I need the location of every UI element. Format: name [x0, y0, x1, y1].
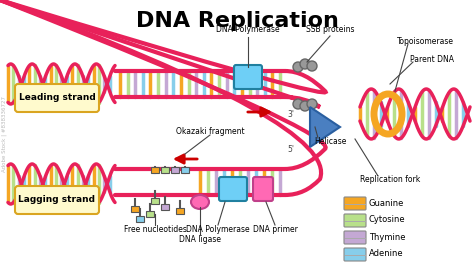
Bar: [161, 167, 169, 173]
Text: DNA Polymerase: DNA Polymerase: [186, 225, 250, 233]
FancyBboxPatch shape: [15, 84, 99, 112]
FancyBboxPatch shape: [15, 186, 99, 214]
Text: Adenine: Adenine: [369, 250, 404, 259]
Circle shape: [307, 61, 317, 71]
Bar: [151, 167, 159, 173]
Bar: [151, 198, 159, 204]
Text: Parent DNA: Parent DNA: [410, 55, 454, 63]
Text: Adobe Stock | #838336727: Adobe Stock | #838336727: [1, 96, 7, 172]
Text: Topoisomerase: Topoisomerase: [396, 37, 454, 45]
Text: DNA ligase: DNA ligase: [179, 235, 221, 243]
Text: DNA Polymerase: DNA Polymerase: [216, 24, 280, 34]
Text: Leading strand: Leading strand: [18, 94, 95, 102]
Circle shape: [293, 62, 303, 72]
Text: DNA Replication: DNA Replication: [136, 11, 338, 31]
Text: DNA primer: DNA primer: [253, 225, 298, 233]
Bar: [176, 208, 184, 214]
Circle shape: [300, 59, 310, 69]
FancyBboxPatch shape: [234, 65, 262, 89]
Bar: [171, 167, 179, 173]
FancyBboxPatch shape: [344, 231, 366, 244]
Circle shape: [293, 99, 303, 109]
Bar: [181, 167, 189, 173]
Circle shape: [300, 101, 310, 111]
Polygon shape: [310, 107, 340, 147]
Text: Replication fork: Replication fork: [360, 175, 420, 183]
Bar: [131, 206, 139, 212]
Bar: [146, 211, 154, 217]
Text: Cytosine: Cytosine: [369, 215, 406, 225]
FancyBboxPatch shape: [344, 214, 366, 227]
FancyBboxPatch shape: [253, 177, 273, 201]
Text: SSB proteins: SSB proteins: [306, 24, 354, 34]
FancyBboxPatch shape: [344, 248, 366, 261]
Text: Okazaki fragment: Okazaki fragment: [176, 126, 244, 136]
Circle shape: [307, 99, 317, 109]
Text: Thymine: Thymine: [369, 232, 405, 242]
Text: Guanine: Guanine: [369, 199, 404, 207]
Text: Helicase: Helicase: [314, 136, 346, 146]
Text: Free nucleotides: Free nucleotides: [124, 225, 186, 233]
FancyBboxPatch shape: [344, 197, 366, 210]
Text: 5': 5': [287, 145, 294, 154]
Bar: [161, 204, 169, 210]
Text: 3': 3': [287, 110, 294, 119]
FancyBboxPatch shape: [219, 177, 247, 201]
Ellipse shape: [191, 195, 209, 209]
Text: Lagging strand: Lagging strand: [18, 196, 95, 204]
Bar: [136, 216, 144, 222]
